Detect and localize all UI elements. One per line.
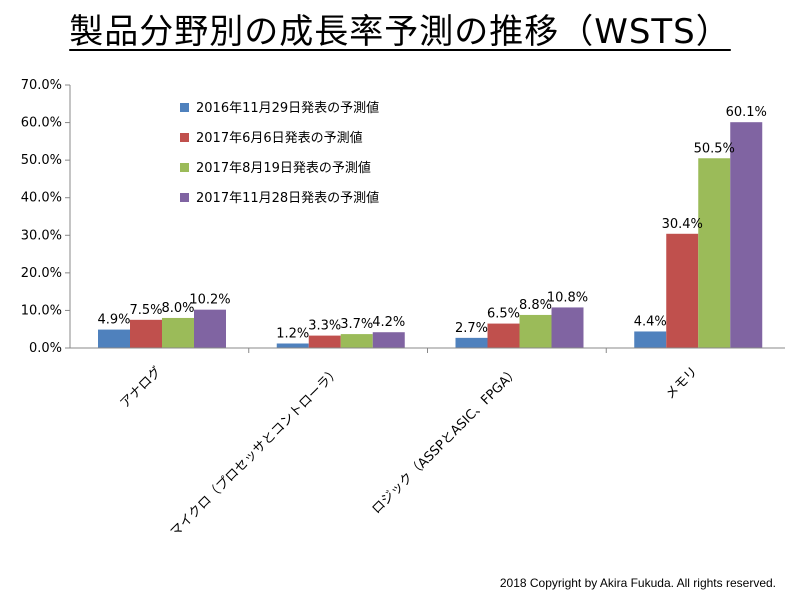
bars xyxy=(98,122,763,349)
y-tick-label: 60.0% xyxy=(21,116,62,131)
x-category-label: ロジック（ASSPとASIC、FPGA） xyxy=(369,364,522,517)
data-label: 2.7% xyxy=(455,321,488,336)
data-label: 8.0% xyxy=(161,301,194,316)
data-label: 3.7% xyxy=(340,317,373,332)
bar xyxy=(634,331,667,348)
data-label: 50.5% xyxy=(694,141,735,156)
legend-swatch xyxy=(180,193,189,202)
bar xyxy=(98,329,130,348)
y-tick-label: 20.0% xyxy=(21,266,62,281)
bar xyxy=(519,314,552,348)
bar xyxy=(455,337,488,348)
x-category-label: メモリ xyxy=(663,364,701,402)
bar xyxy=(372,332,405,348)
legend-swatch xyxy=(180,103,189,112)
bar xyxy=(698,158,731,348)
legend: 2016年11月29日発表の予測値 2017年6月6日発表の予測値 2017年8月1… xyxy=(180,100,379,206)
legend-label: 2016年11月29日発表の予測値 xyxy=(196,100,379,116)
data-label: 10.2% xyxy=(189,293,230,308)
legend-label: 2017年11月28日発表の予測値 xyxy=(196,190,379,206)
y-tick-label: 40.0% xyxy=(21,191,62,206)
bar xyxy=(340,334,373,348)
data-label: 4.4% xyxy=(634,314,667,329)
y-tick-label: 10.0% xyxy=(21,303,62,318)
data-label: 8.8% xyxy=(519,298,552,313)
legend-swatch xyxy=(180,163,189,172)
bar xyxy=(194,309,226,348)
x-category-label: アナログ xyxy=(118,364,165,411)
y-tick-label: 30.0% xyxy=(21,228,62,243)
bar xyxy=(730,122,763,349)
legend-label: 2017年8月19日発表の予測値 xyxy=(196,160,371,176)
data-label: 4.2% xyxy=(372,315,405,330)
bar xyxy=(666,233,699,348)
page-title: 製品分野別の成長率予測の推移（WSTS） xyxy=(69,12,731,52)
data-label: 10.8% xyxy=(547,290,588,305)
data-label: 30.4% xyxy=(662,217,703,232)
legend-swatch xyxy=(180,133,189,142)
data-label: 4.9% xyxy=(97,313,130,328)
y-axis: 0.0% 10.0% 20.0% 30.0% 40.0% 50.0% 60.0% 70.0% xyxy=(21,78,71,356)
y-tick-label: 0.0% xyxy=(29,341,62,356)
bar xyxy=(276,343,309,348)
bar xyxy=(487,323,520,348)
data-labels: 4.9%7.5%8.0%10.2% 1.2%3.3%3.7%4.2% 2.7%6.5… xyxy=(97,105,766,341)
bar xyxy=(130,319,162,348)
copyright-notice: 2018 Copyright by Akira Fukuda. All righ… xyxy=(499,576,776,590)
data-label: 3.3% xyxy=(308,319,341,334)
y-tick-label: 50.0% xyxy=(21,153,62,168)
legend-label: 2017年6月6日発表の予測値 xyxy=(196,130,363,146)
bar xyxy=(162,317,194,348)
data-label: 6.5% xyxy=(487,307,520,322)
x-axis: アナログ マイクロ（プロセッサとコントローラ） ロジック（ASSPとASIC、FPG… xyxy=(70,347,785,540)
data-label: 60.1% xyxy=(726,105,767,120)
data-label: 1.2% xyxy=(276,326,309,341)
y-tick-label: 70.0% xyxy=(21,78,62,93)
data-label: 7.5% xyxy=(129,303,162,318)
x-category-label: マイクロ（プロセッサとコントローラ） xyxy=(168,364,344,540)
bar xyxy=(551,307,584,348)
bar xyxy=(308,335,341,348)
